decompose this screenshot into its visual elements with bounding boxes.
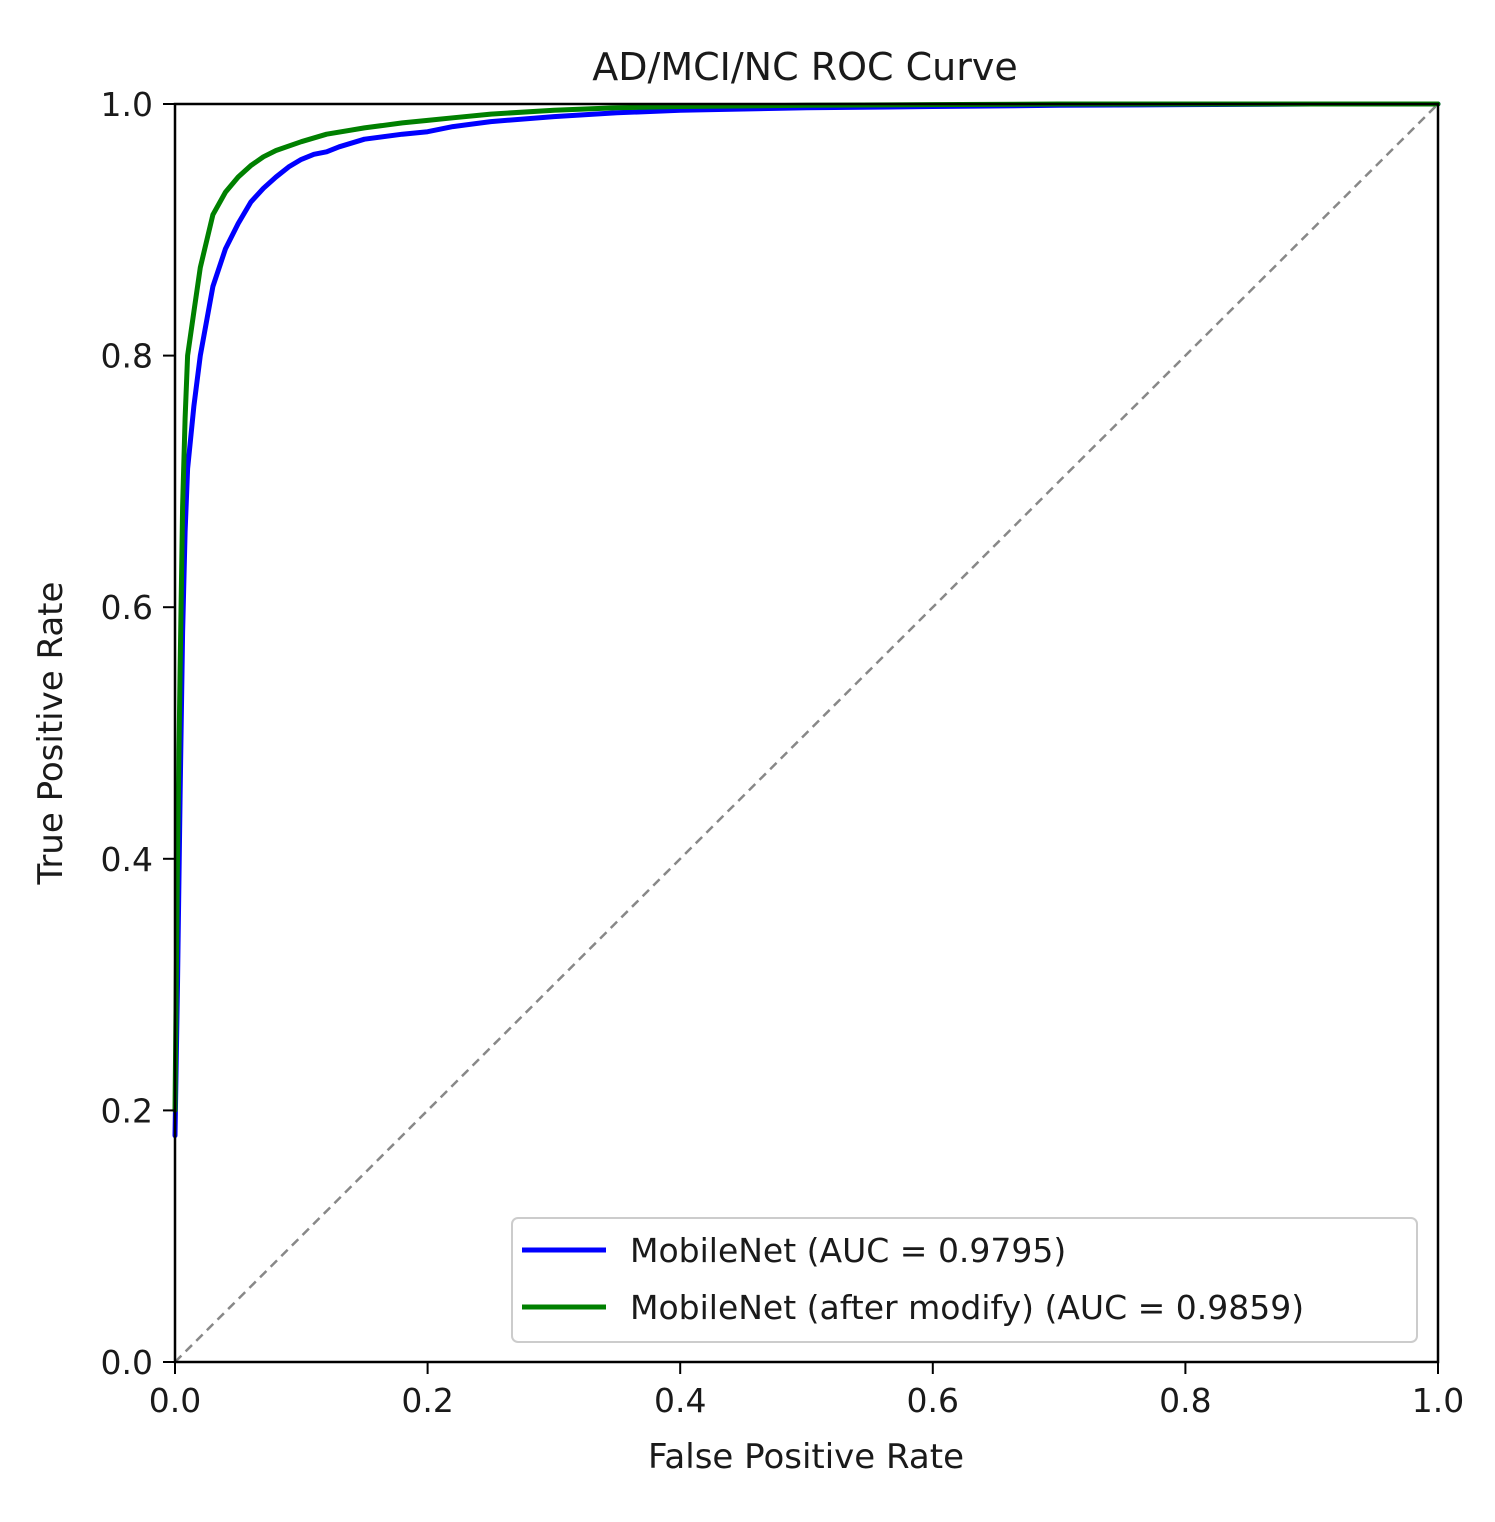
- x-tick-label: 0.8: [1159, 1381, 1211, 1420]
- roc-line-mobilenet: [172, 101, 1441, 1139]
- y-axis-ticks: 0.0 0.2 0.4 0.6 0.8 1.0: [101, 85, 175, 1382]
- chance-diagonal-line: [174, 103, 1439, 1363]
- x-tick-label: 0.4: [654, 1381, 706, 1420]
- y-tick-label: 0.8: [101, 337, 153, 376]
- y-tick-label: 0.2: [101, 1091, 153, 1130]
- legend-entry-mobilenet: MobileNet (AUC = 0.9795): [630, 1231, 1066, 1270]
- x-tick-label: 0.2: [401, 1381, 453, 1420]
- y-tick-label: 0.4: [101, 840, 153, 879]
- legend-box: [511, 1217, 1418, 1343]
- x-tick-label: 0.6: [907, 1381, 959, 1420]
- x-axis-ticks: 0.0 0.2 0.4 0.6 0.8 1.0: [149, 1362, 1464, 1420]
- legend: MobileNet (AUC = 0.9795) MobileNet (afte…: [511, 1217, 1418, 1343]
- y-tick-label: 1.0: [101, 85, 153, 124]
- x-tick-label: 0.0: [149, 1381, 201, 1420]
- plot-frame: [173, 102, 1440, 1364]
- x-axis-label: False Positive Rate: [648, 1437, 964, 1477]
- y-tick-label: 0.6: [101, 588, 153, 627]
- y-tick-label: 0.0: [101, 1343, 153, 1382]
- chart-title: AD/MCI/NC ROC Curve: [592, 45, 1017, 89]
- y-axis-label: True Positive Rate: [31, 582, 71, 886]
- legend-entry-mobilenet-modified: MobileNet (after modify) (AUC = 0.9859): [630, 1288, 1304, 1327]
- x-tick-label: 1.0: [1412, 1381, 1464, 1420]
